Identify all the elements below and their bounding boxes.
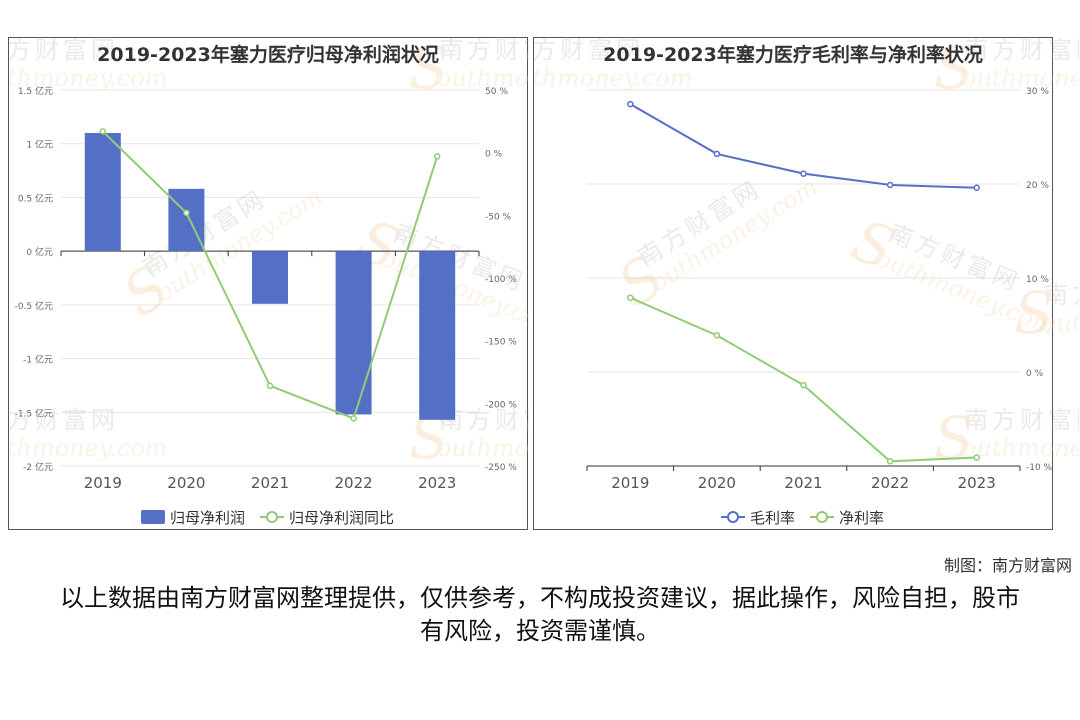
y-right-tick-label: 50 %: [485, 87, 508, 97]
series-0-point-2023: [973, 184, 980, 192]
watermark-cn: 南方财富网: [9, 38, 119, 64]
series-0-point-2020: [713, 150, 721, 158]
watermark-letter: S: [934, 404, 974, 472]
y-left-tick-label: 1 亿元: [26, 139, 53, 151]
y-left-tick-label: -0.5 亿元: [15, 300, 53, 312]
y-left-tick-label: -2 亿元: [23, 461, 53, 473]
watermark-cn: 南方财富网: [9, 406, 119, 434]
chart-credit: 制图：南方财富网: [943, 556, 1072, 575]
yoy-point-2021: [266, 382, 274, 390]
watermark-cn: 南方财富网: [964, 38, 1079, 64]
y-right-tick-label: -50 %: [485, 212, 512, 222]
y-left-tick-label: 0 亿元: [26, 246, 53, 258]
x-tick-label: 2022: [335, 474, 373, 492]
yoy-point-2020: [183, 209, 190, 217]
series-1-point-2023: [973, 454, 980, 461]
watermark-letter: S: [934, 38, 974, 102]
series-1-point-2022: [886, 458, 894, 465]
y-right-tick-label: 0 %: [485, 150, 503, 160]
watermark-letter: S: [409, 38, 449, 102]
y-right-tick-label: -10 %: [1026, 463, 1053, 473]
x-tick-label: 2020: [698, 474, 736, 492]
x-tick-label: 2020: [167, 474, 205, 492]
watermark-letter: S: [1014, 279, 1054, 347]
watermark-en: outhmoney.com: [1042, 309, 1079, 337]
y-right-tick-label: -250 %: [485, 463, 517, 473]
legend-label-1: 归母净利润同比: [289, 509, 394, 527]
profit-chart-title: 2019-2023年塞力医疗归母净利润状况: [97, 44, 439, 66]
legend-marker-0: [727, 511, 739, 523]
y-right-tick-label: 0 %: [1026, 369, 1044, 379]
watermark-en: outhmoney.com: [534, 64, 693, 92]
yoy-point-2023: [433, 153, 441, 160]
watermark-cn: 南方财富网: [1044, 281, 1079, 309]
watermark-en: outhmoney.com: [962, 64, 1079, 92]
legend-marker-1: [266, 511, 278, 523]
yoy-point-2022: [350, 415, 357, 422]
bar-2020: [168, 188, 205, 252]
watermark-en: outhmoney.com: [9, 64, 168, 92]
series-line-1: [629, 296, 977, 463]
series-1-point-2019: [627, 294, 634, 301]
margin-chart: 30 %20 %10 %0 %-10 %S南方财富网outhmoney.comS…: [534, 38, 1079, 527]
y-left-tick-label: 0.5 亿元: [18, 192, 53, 204]
watermark-cn: 南方财富网: [439, 38, 529, 64]
margin-chart-panel: 30 %20 %10 %0 %-10 %S南方财富网outhmoney.comS…: [533, 37, 1079, 530]
y-right-tick-label: 10 %: [1026, 275, 1049, 285]
watermark-en: outhmoney.com: [9, 434, 168, 462]
x-tick-label: 2023: [958, 474, 996, 492]
y-right-tick-label: -200 %: [485, 400, 517, 410]
series-0-point-2019: [627, 100, 634, 108]
legend-marker-1: [816, 511, 828, 523]
watermark-en: outhmoney.com: [437, 64, 529, 92]
disclaimer-text: 以上数据由南方财富网整理提供，仅供参考，不构成投资建议，据此操作，风险自担，股市…: [60, 584, 1020, 645]
yoy-point-2019: [99, 128, 107, 135]
bar-2023: [419, 251, 456, 420]
x-tick-label: 2021: [784, 474, 822, 492]
y-right-tick-label: -100 %: [485, 275, 517, 285]
profit-chart: 1.5 亿元 1 亿元 0.5 亿元 0 亿元 -0.5 亿元 -1 亿元 -1.5 亿元 -…: [9, 38, 529, 527]
y-left-tick-label: -1.5 亿元: [15, 407, 53, 419]
margin-chart-title: 2019-2023年塞力医疗毛利率与净利率状况: [603, 44, 983, 66]
legend-swatch-0: [141, 510, 165, 524]
watermark-cn: 南方财富网: [964, 406, 1079, 434]
watermark-cn: 南方财富网: [534, 38, 644, 64]
x-tick-label: 2019: [84, 474, 122, 492]
bar-2022: [335, 251, 372, 415]
y-left-tick-label: -1 亿元: [23, 354, 53, 366]
legend-label-1: 净利率: [839, 509, 884, 527]
legend-label-0: 毛利率: [750, 509, 795, 527]
watermark-en: outhmoney.com: [437, 434, 529, 462]
x-tick-label: 2019: [611, 474, 649, 492]
profit-chart-panel: 1.5 亿元 1 亿元 0.5 亿元 0 亿元 -0.5 亿元 -1 亿元 -1.5 亿元 -…: [8, 37, 529, 530]
y-right-tick-label: 30 %: [1026, 87, 1049, 97]
series-1-point-2021: [800, 381, 807, 389]
y-left-tick-label: 1.5 亿元: [18, 85, 53, 97]
series-0-point-2022: [886, 181, 894, 189]
legend-label-0: 归母净利润: [170, 509, 245, 527]
series-1-point-2020: [713, 332, 721, 339]
watermark-en: outhmoney.com: [962, 434, 1079, 462]
y-right-tick-label: 20 %: [1026, 181, 1049, 191]
x-tick-label: 2022: [871, 474, 909, 492]
y-right-tick-label: -150 %: [485, 338, 517, 348]
x-tick-label: 2023: [418, 474, 456, 492]
bar-2021: [252, 251, 288, 304]
x-tick-label: 2021: [251, 474, 289, 492]
bar-2019: [84, 132, 121, 252]
series-0-point-2021: [800, 170, 807, 177]
